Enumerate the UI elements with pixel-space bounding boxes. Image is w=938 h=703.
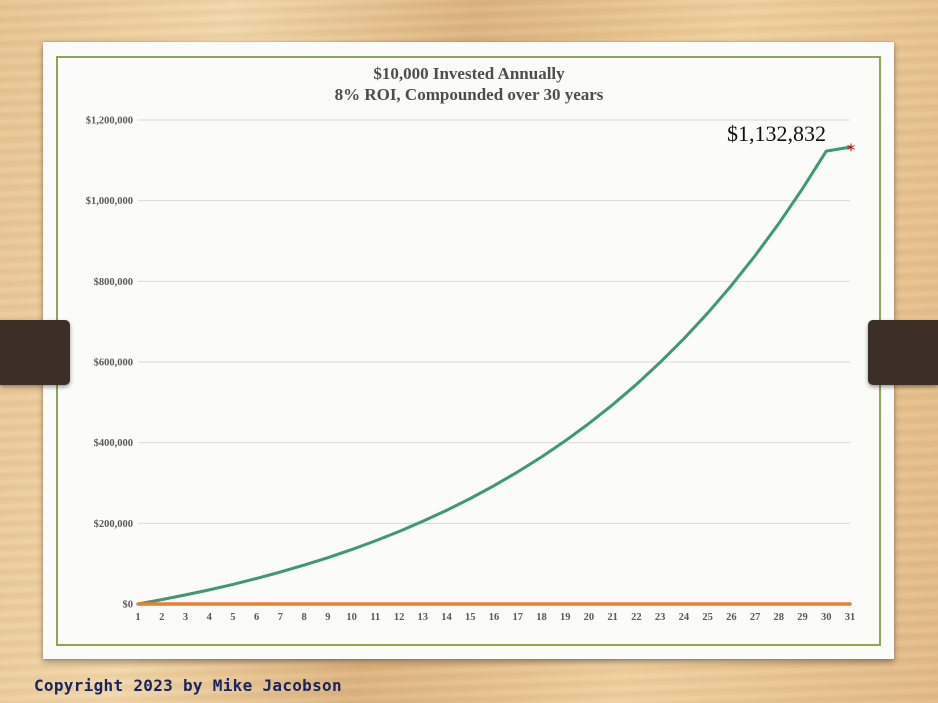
x-tick-label: 12: [394, 612, 405, 623]
growth-series-line: [136, 145, 852, 606]
x-tick-label: 16: [489, 612, 500, 623]
x-tick-label: 15: [465, 612, 476, 623]
left-clip: [0, 320, 70, 385]
series-lines: [136, 145, 852, 606]
y-tick-label: $1,200,000: [86, 116, 133, 127]
x-tick-label: 28: [774, 612, 785, 623]
y-axis-ticks: $0 $200,000 $400,000 $600,000 $800,000 $1,000…: [86, 116, 133, 611]
y-tick-label: $400,000: [94, 438, 133, 449]
x-tick-label: 3: [183, 612, 188, 623]
y-tick-label: $200,000: [94, 519, 133, 530]
final-value-label: $1,132,832: [727, 121, 826, 146]
paper-sheet: [43, 42, 894, 659]
x-tick-label: 21: [607, 612, 618, 623]
chart-title: $10,000 Invested Annually: [373, 64, 565, 83]
y-tick-label: $800,000: [94, 277, 133, 288]
x-tick-label: 18: [536, 612, 547, 623]
x-tick-label: 22: [631, 612, 642, 623]
x-axis-ticks: 1 2 3 4 5 6 7 8 9 10 11 12 13 14 15 16 17 18 19 20 21 22 23 24 2…: [135, 612, 855, 623]
x-tick-label: 29: [797, 612, 808, 623]
right-clip: [868, 320, 938, 385]
x-tick-label: 27: [750, 612, 761, 623]
x-tick-label: 25: [702, 612, 713, 623]
annotation-layer: $1,132,832 *: [727, 121, 855, 161]
x-tick-label: 4: [207, 612, 213, 623]
x-tick-label: 31: [845, 612, 856, 623]
x-tick-label: 13: [418, 612, 429, 623]
x-tick-label: 9: [325, 612, 330, 623]
final-value-marker: *: [847, 141, 856, 161]
gridlines: [138, 119, 850, 524]
copyright-text: Copyright 2023 by Mike Jacobson: [34, 676, 342, 695]
x-tick-label: 8: [302, 612, 307, 623]
x-tick-label: 30: [821, 612, 832, 623]
y-tick-label: $0: [123, 600, 134, 611]
x-tick-label: 5: [230, 612, 235, 623]
x-tick-label: 7: [278, 612, 283, 623]
x-tick-label: 19: [560, 612, 571, 623]
y-tick-label: $1,000,000: [86, 196, 133, 207]
x-tick-label: 24: [679, 612, 690, 623]
x-tick-label: 17: [512, 612, 523, 623]
x-tick-label: 11: [370, 612, 380, 623]
x-tick-label: 6: [254, 612, 259, 623]
x-tick-label: 1: [135, 612, 140, 623]
x-tick-label: 23: [655, 612, 666, 623]
x-tick-label: 10: [346, 612, 357, 623]
x-tick-label: 14: [441, 612, 452, 623]
x-tick-label: 26: [726, 612, 737, 623]
chart-subtitle: 8% ROI, Compounded over 30 years: [334, 85, 604, 104]
x-tick-label: 2: [159, 612, 164, 623]
y-tick-label: $600,000: [94, 358, 133, 369]
x-tick-label: 20: [584, 612, 595, 623]
